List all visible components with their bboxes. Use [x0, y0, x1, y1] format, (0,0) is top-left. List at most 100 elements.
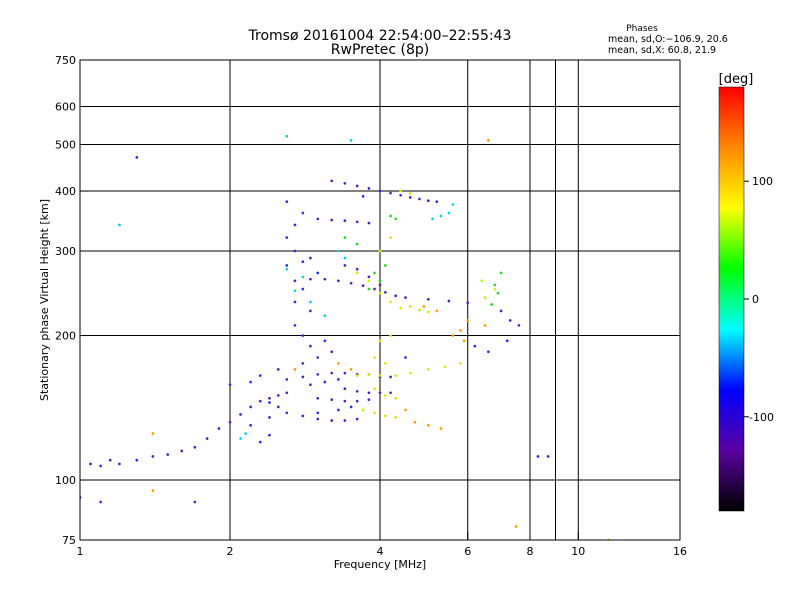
- data-point: [378, 189, 382, 193]
- data-point: [355, 242, 359, 246]
- data-point: [337, 279, 340, 283]
- data-point: [330, 218, 334, 222]
- data-point: [309, 383, 312, 386]
- data-point: [258, 440, 262, 444]
- data-point: [343, 219, 347, 222]
- data-point: [249, 380, 252, 384]
- x-tick-label: 6: [464, 545, 471, 558]
- y-tick-label: 500: [55, 139, 76, 152]
- data-point: [349, 281, 353, 285]
- data-point: [389, 214, 392, 218]
- data-point: [343, 236, 347, 239]
- data-point: [426, 310, 430, 314]
- data-point: [343, 182, 347, 185]
- data-point: [418, 197, 421, 201]
- data-point: [285, 411, 289, 415]
- data-point: [343, 387, 347, 390]
- data-point: [443, 365, 447, 369]
- data-point: [426, 424, 430, 427]
- data-point: [193, 500, 197, 504]
- data-point: [239, 413, 242, 416]
- data-point: [447, 299, 451, 303]
- data-point: [118, 223, 121, 227]
- data-point: [151, 432, 155, 435]
- data-point: [373, 271, 376, 275]
- data-point: [323, 277, 327, 281]
- data-point: [451, 334, 455, 337]
- data-point: [355, 184, 359, 188]
- data-point: [404, 296, 407, 299]
- data-point: [293, 223, 297, 227]
- data-point: [355, 374, 359, 377]
- data-point: [378, 291, 382, 295]
- data-point: [389, 391, 392, 395]
- data-point: [244, 432, 247, 435]
- data-point: [408, 305, 412, 308]
- data-point: [355, 399, 359, 403]
- x-tick-label: 8: [527, 545, 534, 558]
- data-point: [389, 300, 392, 304]
- data-point: [285, 267, 289, 271]
- chart-subtitle: RwPretec (8p): [331, 42, 429, 58]
- data-point: [293, 279, 297, 283]
- data-point: [394, 294, 397, 298]
- data-point: [285, 135, 289, 138]
- data-point: [330, 398, 334, 402]
- x-axis-label: Frequency [MHz]: [334, 558, 426, 571]
- data-point: [408, 371, 412, 375]
- data-point: [337, 249, 340, 253]
- data-point: [508, 319, 512, 322]
- data-point: [536, 455, 540, 458]
- data-point: [330, 371, 334, 375]
- data-point: [367, 287, 371, 291]
- data-point: [373, 387, 376, 390]
- data-point: [301, 287, 305, 291]
- data-point: [285, 378, 289, 381]
- data-point: [384, 291, 387, 294]
- data-point: [378, 374, 382, 377]
- data-point: [323, 380, 327, 384]
- data-point: [293, 289, 297, 292]
- data-point: [389, 236, 392, 239]
- data-point: [394, 397, 397, 400]
- data-point: [108, 458, 112, 462]
- y-tick-label: 600: [55, 101, 76, 114]
- legend-title: Phases: [626, 24, 658, 34]
- data-point: [355, 390, 359, 393]
- data-point: [301, 375, 305, 379]
- data-point: [493, 287, 497, 291]
- data-point: [426, 297, 430, 301]
- data-point: [384, 414, 387, 418]
- data-point: [517, 324, 521, 327]
- data-point: [367, 398, 371, 402]
- data-point: [343, 264, 347, 267]
- data-point: [426, 368, 430, 371]
- data-point: [389, 191, 392, 195]
- colorbar-tick-label: -100: [749, 411, 774, 424]
- x-axis-ticks: 1 2 4 6 8 10 16: [77, 532, 687, 558]
- data-point: [337, 362, 340, 365]
- data-point: [505, 339, 509, 343]
- data-point: [343, 419, 347, 422]
- data-point: [399, 189, 402, 193]
- data-point: [323, 314, 327, 317]
- data-point: [355, 271, 359, 275]
- data-point: [361, 284, 365, 288]
- data-point: [276, 368, 280, 371]
- data-point: [99, 500, 102, 504]
- data-point: [413, 420, 417, 424]
- data-point: [466, 319, 470, 322]
- data-point: [151, 455, 155, 458]
- data-point: [394, 374, 397, 377]
- data-point: [451, 203, 455, 206]
- colorbar-label: [deg]: [719, 72, 754, 87]
- data-point: [480, 279, 484, 283]
- colorbar-tick-label: 0: [752, 293, 759, 306]
- data-point: [316, 397, 320, 400]
- data-point: [258, 374, 262, 377]
- data-point: [343, 399, 347, 403]
- data-point: [496, 291, 500, 295]
- data-point: [493, 283, 497, 287]
- data-point: [228, 420, 232, 424]
- data-point: [355, 220, 359, 224]
